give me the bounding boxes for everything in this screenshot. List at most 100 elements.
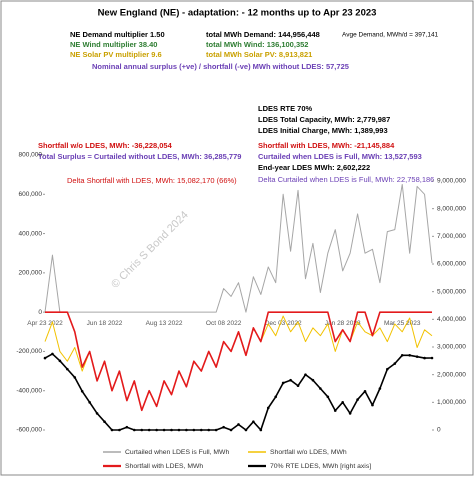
y2-tick-label: 8,000,000 [437, 205, 466, 212]
line-point [333, 409, 337, 412]
line-point [341, 401, 344, 404]
y2-tick-label: 3,000,000 [437, 344, 466, 351]
annotation: total MWh Solar PV: 8,913,821 [206, 50, 312, 59]
y2-tick-label: 1,000,000 [437, 399, 466, 406]
line-point [95, 412, 99, 415]
annotation: Total Surplus = Curtailed without LDES, … [38, 152, 241, 161]
annotation: LDES Initial Charge, MWh: 1,389,993 [258, 126, 388, 135]
annotation: End-year LDES MWh: 2,602,222 [258, 163, 370, 172]
legend-label: 70% RTE LDES, MWh [right axis] [270, 463, 371, 470]
line-point [266, 406, 270, 410]
y-tick-label: 400,000 [19, 230, 43, 237]
line-point [259, 428, 263, 432]
line-point [125, 425, 129, 429]
legend-label: Shortfall w/o LDES, MWh [270, 449, 347, 456]
line-point [147, 428, 151, 432]
line-point [237, 423, 240, 426]
legend-label: Curtailed when LDES is Full, MWh [125, 449, 229, 456]
line-point [229, 428, 233, 432]
line-point [214, 428, 218, 432]
line-point [177, 428, 181, 432]
line-point [274, 395, 278, 399]
annotation: Delta Curtailed when LDES is Full, MWh: … [258, 175, 434, 184]
line-point [185, 428, 188, 432]
y2-tick-label: 4,000,000 [437, 316, 466, 323]
line-point [430, 356, 434, 360]
line-point [73, 376, 77, 379]
y-tick-label: 200,000 [19, 270, 43, 277]
line-point [58, 359, 62, 363]
x-tick-label: Jan 28 2023 [325, 320, 361, 327]
x-tick-label: Aug 13 2022 [146, 320, 183, 327]
line-point [296, 384, 300, 388]
y2-tick-label: 7,000,000 [437, 233, 466, 240]
line-point [400, 354, 404, 357]
y-tick-label: 600,000 [19, 191, 43, 198]
annotation: NE Demand multiplier 1.50 [70, 30, 165, 39]
y-tick-label: -200,000 [16, 348, 42, 355]
line-point [162, 428, 166, 432]
x-tick-label: Apr 23 2022 [27, 320, 63, 327]
annotation: total MWh Wind: 136,100,352 [206, 40, 308, 49]
y-tick-label: -600,000 [16, 427, 42, 434]
line-point [408, 354, 411, 357]
line-point [326, 395, 330, 399]
y2-tick-label: 5,000,000 [437, 288, 466, 295]
line-point [80, 389, 84, 393]
line-point [110, 428, 114, 432]
annotation: total MWh Demand: 144,956,448 [206, 30, 320, 39]
annotation: Shortfall w/o LDES, MWh: -36,228,054 [38, 141, 173, 150]
line-point [192, 428, 196, 432]
annotation: LDES Total Capacity, MWh: 2,779,987 [258, 115, 390, 124]
annotation: Curtailed when LDES is Full, MWh: 13,527… [258, 152, 422, 161]
line-point [103, 420, 106, 424]
line-point [66, 367, 69, 371]
line-point [378, 387, 382, 390]
line-point [423, 356, 426, 360]
annotation: Avge Demand, MWh/d = 397,141 [342, 32, 439, 39]
line-point [319, 387, 322, 390]
line-point [415, 355, 419, 358]
line-point [311, 378, 315, 382]
annotation: Nominal annual surplus (+ve) / shortfall… [92, 62, 349, 71]
legend-label: Shortfall with LDES, MWh [125, 463, 203, 470]
line-point [393, 362, 397, 365]
chart-title: New England (NE) - adaptation: - 12 mont… [98, 8, 377, 19]
line-point [199, 428, 203, 432]
line-point [170, 428, 173, 432]
series-line [44, 183, 433, 313]
y2-tick-label: 0 [437, 427, 441, 434]
line-point [207, 428, 211, 432]
line-point [244, 428, 248, 432]
line-point [363, 389, 367, 393]
line-point [140, 428, 144, 432]
annotation: LDES RTE 70% [258, 104, 313, 113]
annotation: NE Solar PV multiplier 9.6 [70, 50, 162, 59]
series-line [45, 311, 432, 412]
line-point [289, 378, 292, 382]
line-point [51, 352, 54, 356]
y-tick-label: 800,000 [19, 152, 43, 159]
y2-tick-label: 6,000,000 [437, 261, 466, 268]
legend: Curtailed when LDES is Full, MWh Shortfal… [103, 449, 371, 470]
y2-tick-label: 2,000,000 [437, 371, 466, 378]
line-point [252, 420, 255, 424]
line-point [356, 398, 359, 401]
line-point [348, 412, 352, 415]
y-tick-label: 0 [38, 309, 42, 316]
line-point [304, 373, 307, 376]
line-point [88, 401, 91, 404]
x-tick-label: Oct 08 2022 [206, 320, 242, 327]
y2-tick-label: 9,000,000 [437, 178, 466, 185]
line-point [43, 356, 47, 360]
annotation: NE Wind multiplier 38.40 [70, 40, 157, 49]
x-tick-label: Mar 25 2023 [384, 320, 421, 327]
line-point [371, 403, 374, 407]
line-point [133, 428, 136, 432]
x-tick-label: Dec 03 2022 [265, 320, 302, 327]
line-point [222, 425, 225, 429]
x-tick-label: Jun 18 2022 [87, 320, 123, 327]
